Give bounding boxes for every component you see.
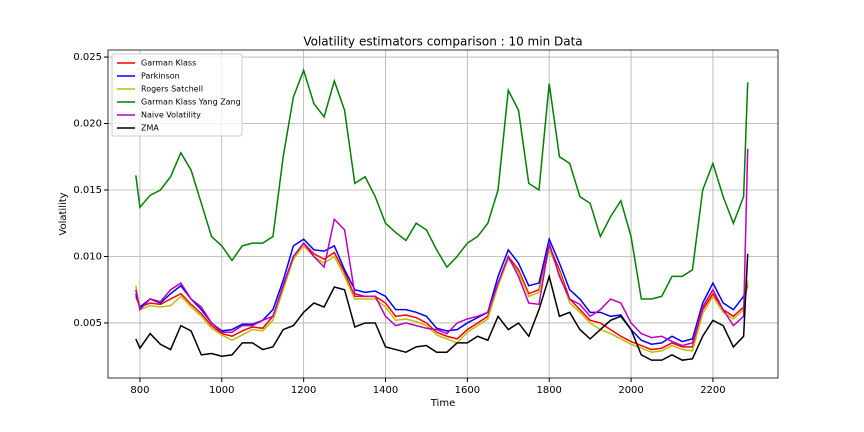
x-axis-label: Time <box>430 398 455 409</box>
legend: Garman Klass Parkinson Rogers Satchell Garm… <box>111 53 243 137</box>
x-tick-label: 800 <box>130 385 149 396</box>
y-tick-label: 0.025 <box>73 52 102 63</box>
chart-title: Volatility estimators comparison : 10 mi… <box>303 35 582 49</box>
y-tick-label: 0.005 <box>73 318 102 329</box>
legend-label: ZMA <box>141 124 159 133</box>
legend-label: Naive Volatility <box>141 111 201 120</box>
x-tick-label: 1000 <box>209 385 234 396</box>
legend-label: Parkinson <box>141 72 180 81</box>
legend-label: Garman Klass Yang Zang <box>141 98 241 107</box>
legend-frame <box>111 53 243 137</box>
y-axis-label: Volatility <box>58 192 69 235</box>
plot-frame <box>107 49 779 379</box>
legend-label: Garman Klass <box>141 59 196 68</box>
series-line <box>135 253 749 361</box>
x-tick-label: 1600 <box>455 385 480 396</box>
y-tick-label: 0.015 <box>73 185 102 196</box>
series-line <box>135 244 749 353</box>
y-tick-label: 0.010 <box>73 251 102 262</box>
legend-label: Rogers Satchell <box>141 85 203 94</box>
x-tick-label: 1800 <box>536 385 561 396</box>
series-line <box>135 148 749 347</box>
series-line <box>135 236 749 345</box>
x-tick-label: 2000 <box>618 385 643 396</box>
series-line <box>135 242 749 351</box>
x-tick-label: 2200 <box>700 385 725 396</box>
series-line <box>135 68 749 300</box>
x-tick-label: 1200 <box>291 385 316 396</box>
y-tick-label: 0.020 <box>73 119 102 130</box>
x-tick-label: 1400 <box>373 385 398 396</box>
